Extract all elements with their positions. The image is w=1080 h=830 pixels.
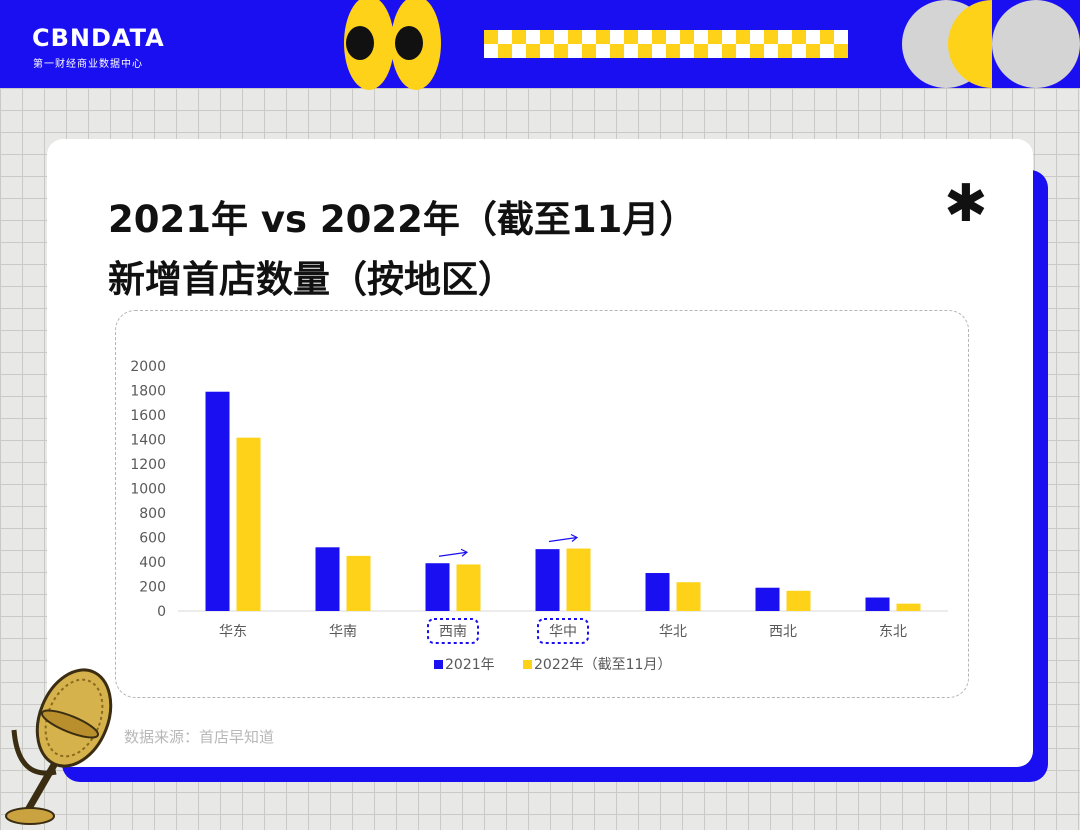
brand-subtitle: 第一财经商业数据中心 [33,59,143,70]
bar-华南-2022年（截至11月） [346,555,371,611]
legend-label-0: 2021年 [445,657,495,673]
bar-华北-2021年 [645,573,670,611]
bar-西南-2021年 [425,563,450,611]
y-tick-label: 1000 [130,482,166,498]
trend-arrow-head-西南 [460,548,469,557]
trend-arrow-华中 [548,536,578,543]
y-tick-label: 400 [139,555,166,571]
x-tick-label: 西北 [769,624,797,640]
title-line-1: 2021年 vs 2022年（截至11月） [108,198,697,241]
y-tick-label: 600 [139,531,166,547]
asterisk-icon: ✱ [944,174,988,234]
bar-华中-2022年（截至11月） [566,548,591,611]
y-tick-label: 1600 [130,408,166,424]
bar-东北-2021年 [865,597,890,611]
legend-swatch-0 [434,660,443,669]
data-source: 数据来源：首店早知道 [124,728,275,746]
x-tick-label: 华北 [659,624,687,640]
y-tick-label: 1400 [130,433,166,449]
bar-华东-2021年 [205,391,230,611]
y-tick-label: 1200 [130,457,166,473]
right-circle-graphic [992,0,1080,88]
bar-西南-2022年（截至11月） [456,564,481,611]
bar-华中-2021年 [535,549,560,611]
bar-chart: 0 200 400 600 800 1000 1200 1400 1600 1800 2000 华东 华… [130,359,948,673]
chart-container: 0 200 400 600 800 1000 1200 1400 1600 1800 2000 华东 华… [115,310,969,698]
x-tick-label: 华中 [549,624,577,640]
y-tick-label: 200 [139,580,166,596]
microphone-graphic [5,668,113,825]
bar-华南-2021年 [315,547,340,611]
y-tick-label: 0 [157,604,166,620]
page-title: 2021年 vs 2022年（截至11月） 新增首店数量（按地区） [108,190,696,310]
right-eye-graphic [391,0,441,90]
highlight-box-西南 [427,618,479,644]
bar-西北-2022年（截至11月） [786,590,811,611]
highlight-box-华中 [537,618,589,644]
legend-swatch-1 [523,660,532,669]
legend-label-1: 2022年（截至11月） [534,657,671,673]
bar-华北-2022年（截至11月） [676,582,701,611]
bar-华东-2022年（截至11月） [236,437,261,611]
y-tick-label: 800 [139,506,166,522]
brand-logo: CBNDATA [32,24,165,52]
x-tick-label: 华东 [219,624,247,640]
left-eye-graphic [344,0,394,90]
trend-arrow-西南 [438,551,468,557]
trend-arrow-head-华中 [570,533,579,542]
checker-strip [484,30,848,58]
y-tick-label: 2000 [130,359,166,375]
x-tick-label: 西南 [439,624,467,640]
x-tick-label: 华南 [329,624,357,640]
y-tick-label: 1800 [130,384,166,400]
header-banner: CBNDATA 第一财经商业数据中心 [0,0,1080,90]
title-line-2: 新增首店数量（按地区） [108,258,515,301]
x-tick-label: 东北 [879,624,907,640]
bar-西北-2021年 [755,587,780,611]
bar-东北-2022年（截至11月） [896,603,921,611]
